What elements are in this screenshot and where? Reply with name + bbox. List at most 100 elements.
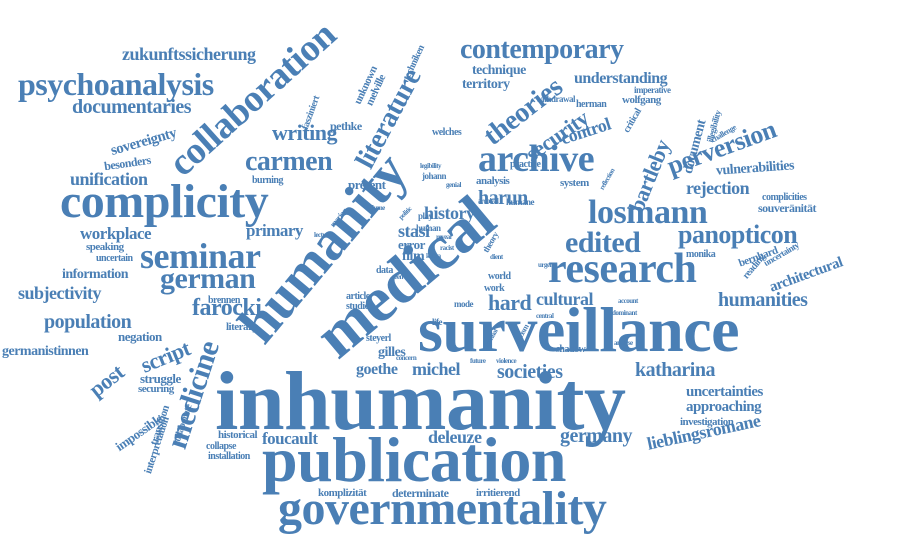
word-film: film (402, 249, 425, 264)
word-system: system (560, 177, 589, 189)
word-seen: seen (392, 273, 403, 281)
word-archive: archive (478, 138, 595, 180)
word-territory: territory (462, 77, 510, 92)
word-critical: critical (621, 106, 644, 135)
word-collapse: collapse (206, 441, 236, 452)
word-mode: mode (454, 299, 474, 309)
word-pethke: pethke (330, 119, 362, 133)
word-struggle: struggle (140, 371, 181, 386)
word-documentaries: documentaries (72, 96, 192, 118)
word-farocki: farocki (192, 295, 262, 321)
word-dominant: dominant (612, 309, 637, 317)
word-withdrawal: withdrawal (536, 94, 576, 104)
word-negation: negation (118, 329, 162, 344)
word-kafka: kafka (426, 252, 441, 260)
word-irritierend: irritierend (476, 487, 520, 499)
word-humane: humane (506, 197, 535, 207)
word-brennen: brennen (208, 295, 240, 306)
word-post: post (83, 359, 129, 402)
word-complicity: complicity (60, 175, 269, 228)
word-germany: germany (560, 425, 633, 447)
word-volume: volume (366, 204, 385, 212)
word-edited: edited (565, 226, 641, 259)
word-rejection: rejection (686, 178, 750, 198)
word-publication: publication (262, 424, 566, 495)
word-research: research (548, 246, 697, 292)
word-katharina: katharina (635, 359, 715, 381)
word-seminar: seminar (140, 236, 261, 276)
word-primary: primary (246, 221, 303, 240)
word-societies: societies (497, 361, 563, 383)
word-world: world (488, 271, 511, 282)
word-dient: dient (490, 253, 503, 261)
word-determinate: determinate (392, 486, 449, 500)
word-technique: technique (472, 63, 526, 78)
word-komplizitat: komplizität (318, 487, 367, 499)
word-studies: studies (346, 301, 372, 312)
word-historical: historical (218, 429, 258, 441)
word-history: history (424, 203, 475, 223)
word-imperative: imperative (634, 85, 671, 95)
word-wolfgang: wolfgang (622, 94, 661, 106)
word-violence: violence (496, 357, 517, 365)
word-central: central (536, 312, 554, 320)
word-lecture: lecture (314, 231, 331, 239)
word-vulnerabilities: vulnerabilities (715, 158, 795, 179)
word-uncertain: uncertain (96, 253, 133, 264)
word-securing: securing (138, 383, 174, 395)
word-hard: hard (488, 290, 532, 315)
word-shadow: shadow (556, 344, 586, 355)
word-urgent: urgent (538, 261, 555, 269)
word-account: account (618, 297, 638, 305)
word-reveal: reveal (436, 233, 452, 241)
word-play: play (418, 211, 433, 221)
word-welches: welches (432, 127, 462, 138)
word-contemporary: contemporary (460, 34, 624, 65)
word-stasi: stasi (398, 221, 430, 241)
word-future: future (470, 357, 486, 365)
word-johann: johann (422, 171, 447, 181)
word-harun: harun (478, 187, 528, 209)
word-literary: literary (226, 321, 258, 333)
word-speaking: speaking (86, 241, 124, 253)
word-monika: monika (686, 249, 716, 260)
word-politic: politic (397, 204, 414, 222)
word-life: life (432, 317, 443, 327)
word-work: work (484, 283, 505, 294)
word-losmann: losmann (588, 194, 708, 231)
word-archival: archival (478, 197, 499, 205)
word-cultural: cultural (536, 289, 594, 309)
word-error: error (398, 237, 425, 252)
word-reflection: reflection (597, 167, 617, 192)
word-article: article (346, 291, 370, 302)
word-governmentality: governmentality (278, 482, 607, 535)
word-legibility: legibility (420, 162, 442, 170)
word-germanistinnen: germanistinnen (2, 344, 89, 359)
word-gilles: gilles (378, 345, 406, 360)
word-surveillance: surveillance (418, 294, 740, 365)
word-population: population (44, 311, 132, 333)
word-unification: unification (70, 169, 148, 189)
word-concern: concern (396, 354, 417, 362)
word-analysis: analysis (476, 175, 510, 187)
word-souveranitat: souveränität (758, 201, 817, 215)
word-present: present (348, 177, 386, 192)
word-goethe: goethe (356, 361, 398, 378)
word-understanding: understanding (574, 70, 668, 87)
word-installation: installation (208, 451, 250, 462)
word-data: data (376, 265, 393, 276)
word-writing: writing (272, 120, 337, 145)
word-workplace: workplace (80, 224, 152, 243)
word-michel: michel (412, 359, 461, 379)
word-herman: herman (576, 99, 607, 110)
word-genial: genial (446, 181, 461, 189)
word-practice: practice (510, 159, 541, 170)
word-humanities: humanities (718, 289, 808, 311)
word-zukunftssicherung: zukunftssicherung (122, 44, 256, 64)
word-approaching: approaching (686, 399, 762, 415)
word-inhumanity: inhumanity (215, 355, 626, 448)
word-racist: racist (440, 244, 454, 252)
word-information: information (62, 267, 129, 282)
word-steyerl: steyerl (366, 333, 391, 344)
